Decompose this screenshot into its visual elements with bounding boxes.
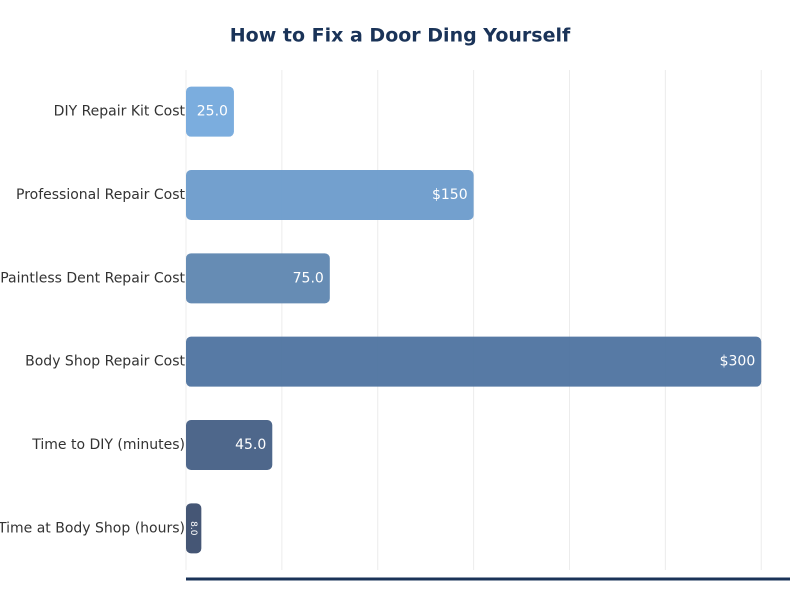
value-label: $300 — [720, 354, 756, 370]
value-label: 8.0 — [188, 521, 198, 536]
bar — [186, 503, 202, 554]
chart-title: How to Fix a Door Ding Yourself — [230, 25, 571, 47]
bar — [186, 253, 330, 304]
value-label: $150 — [432, 187, 468, 203]
y-tick-label: Time to DIY (minutes) — [31, 437, 185, 453]
value-label: 25.0 — [197, 104, 228, 120]
y-tick-label: DIY Repair Kit Cost — [54, 104, 186, 120]
bar — [186, 86, 234, 137]
y-tick-label: Professional Repair Cost — [16, 187, 185, 203]
value-label: 45.0 — [235, 437, 266, 453]
bar — [186, 336, 762, 387]
y-tick-label: Paintless Dent Repair Cost — [0, 270, 185, 286]
bar — [186, 420, 273, 470]
bar — [186, 170, 474, 220]
y-tick-label: Time at Body Shop (hours) — [0, 520, 185, 536]
value-label: 75.0 — [293, 270, 324, 286]
y-tick-label: Body Shop Repair Cost — [25, 354, 185, 370]
